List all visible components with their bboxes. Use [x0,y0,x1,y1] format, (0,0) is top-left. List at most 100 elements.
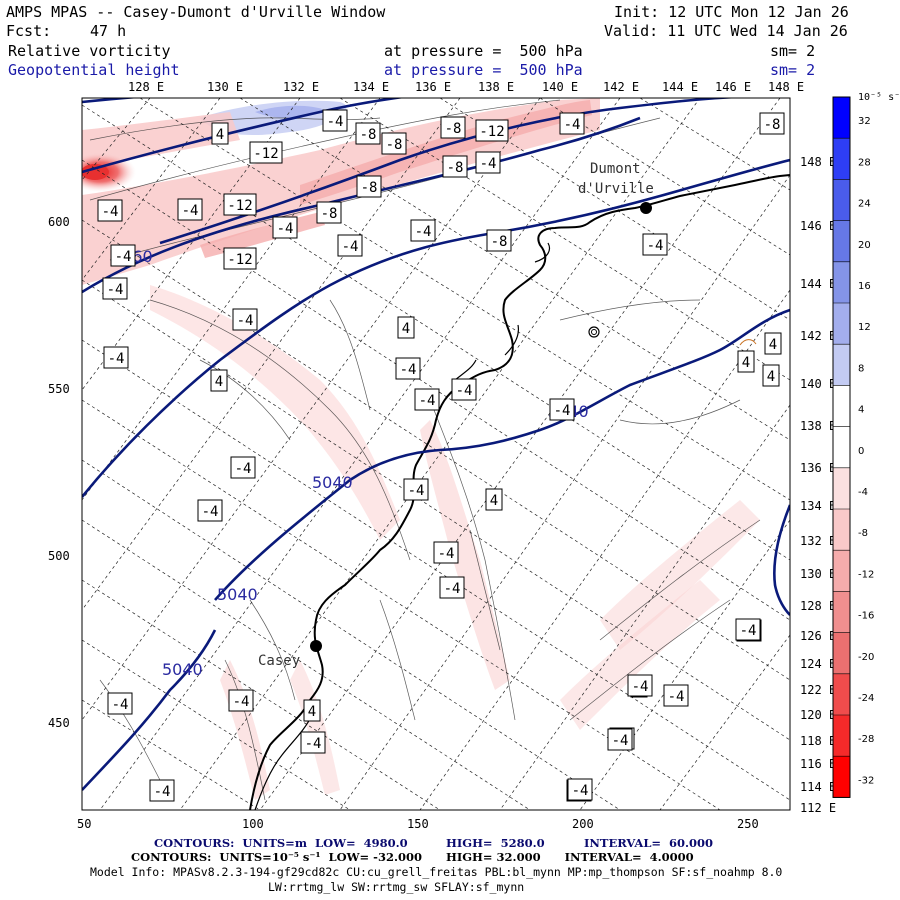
colorbar-segment [833,756,850,798]
vorticity-label: -12 [249,141,283,164]
vorticity-label: -12 [475,119,509,142]
svg-text:-8: -8 [360,127,377,143]
casey-label: Casey [258,653,300,669]
right-axis-label: 112 E [800,801,836,815]
right-axis-label: 140 E [800,377,836,391]
right-axis-label: 138 E [800,419,836,433]
vorticity-label: -4 [414,388,440,411]
vorticity-label: -8 [381,132,407,155]
svg-text:4: 4 [767,369,775,385]
right-axis-label: 132 E [800,534,836,548]
right-axis-label: 120 E [800,708,836,722]
svg-text:-4: -4 [342,239,359,255]
forecast-label: Fcst: [6,22,52,40]
vorticity-label: 4 [737,350,755,373]
right-axis-labels: 148 E 146 E 144 E 142 E 140 E 138 E 136 E 134 E… [800,155,836,815]
vorticity-label: 4 [210,369,228,392]
y-tick-label: 550 [48,382,70,396]
vorticity-label: -4 [337,234,363,257]
svg-text:4: 4 [769,337,777,353]
svg-text:4: 4 [402,321,410,337]
field2-name: Geopotential height [8,61,180,79]
vorticity-label: -4 [149,779,175,802]
svg-text:-12: -12 [227,198,252,214]
vorticity-label: -4 [102,277,128,300]
colorbar-label: -8 [858,528,868,539]
vorticity-label: -8 [316,201,342,224]
svg-text:-4: -4 [668,689,685,705]
right-axis-label: 114 E [800,780,836,794]
colorbar-label: 0 [858,446,864,457]
colorbar-segment [833,715,850,757]
svg-text:-8: -8 [386,137,403,153]
x-tick-label: 200 [572,817,594,831]
colorbar-segment [833,179,850,221]
plot-area: 5160 5040 5040 5040 5040 Dumont d'Urvill… [82,98,790,810]
svg-text:-4: -4 [108,351,125,367]
top-longitude-label: 142 E [603,80,639,94]
colorbar-segment [833,220,850,262]
svg-text:-4: -4 [438,546,455,562]
top-longitude-label: 148 E [768,80,804,94]
vorticity-label: -4 [410,219,436,242]
init-time: Init: 12 UTC Mon 12 Jan 26 [614,3,849,21]
svg-text:4: 4 [215,374,223,390]
right-axis-label: 148 E [800,155,836,169]
vorticity-label: -4 [451,378,477,401]
vorticity-label: -8 [759,112,785,135]
valid-time: Valid: 11 UTC Wed 14 Jan 26 [604,22,848,40]
vorticity-label: 4 [485,488,503,511]
colorbar-label: 12 [858,322,871,333]
svg-text:-12: -12 [227,252,252,268]
right-axis-label: 128 E [800,599,836,613]
vorticity-label: -4 [735,618,761,641]
top-longitude-label: 136 E [415,80,451,94]
top-longitude-label: 138 E [478,80,514,94]
svg-text:-4: -4 [235,461,252,477]
colorbar-segment [833,426,850,468]
right-axis-label: 130 E [800,567,836,581]
x-axis-ticks: 50 100 150 200 250 [77,817,759,831]
vorticity-label: -8 [356,175,382,198]
casey-marker [310,640,322,652]
x-tick-label: 150 [407,817,429,831]
top-longitude-label: 146 E [715,80,751,94]
model-info-physics: LW:rrtmg_lw SW:rrtmg_sw SFLAY:sf_mynn [268,880,525,894]
vorticity-label: -4 [177,198,203,221]
svg-text:-4: -4 [456,383,473,399]
colorbar-segment [833,467,850,509]
colorbar-segment [833,261,850,303]
right-axis-label: 122 E [800,683,836,697]
vorticity-label: 4 [764,332,782,355]
svg-text:-8: -8 [321,206,338,222]
svg-text:-4: -4 [554,403,571,419]
svg-text:-8: -8 [491,234,508,250]
top-longitude-label: 130 E [207,80,243,94]
svg-text:-8: -8 [447,160,464,176]
svg-text:-4: -4 [112,697,129,713]
vorticity-label: -8 [486,229,512,252]
y-tick-label: 500 [48,549,70,563]
vorticity-label: -4 [197,499,223,522]
field1-smoothing: sm= 2 [770,42,816,60]
vorticity-label: -4 [663,684,689,707]
svg-text:4: 4 [490,493,498,509]
top-longitude-label: 128 E [128,80,164,94]
x-tick-label: 50 [77,817,91,831]
svg-text:-4: -4 [647,238,664,254]
colorbar: 32 28 24 20 16 12 8 4 0 -4 -8 -12 -16 -20 -24 -28 -32 [832,96,874,798]
top-longitude-label: 144 E [662,80,698,94]
colorbar-label: -4 [858,487,868,498]
height-contour-interval: INTERVAL= 60.000 [584,836,714,850]
right-axis-label: 144 E [800,277,836,291]
svg-text:-4: -4 [305,736,322,752]
svg-text:-12: -12 [479,124,504,140]
height-contour-high: HIGH= 5280.0 [446,836,545,850]
vorticity-label: -12 [223,247,257,270]
svg-text:-4: -4 [564,117,581,133]
vorticity-label: -4 [230,456,256,479]
vorticity-label: -4 [322,109,348,132]
vorticity-label: -12 [223,193,257,216]
svg-text:-4: -4 [400,362,417,378]
plot-frame [81,97,791,811]
